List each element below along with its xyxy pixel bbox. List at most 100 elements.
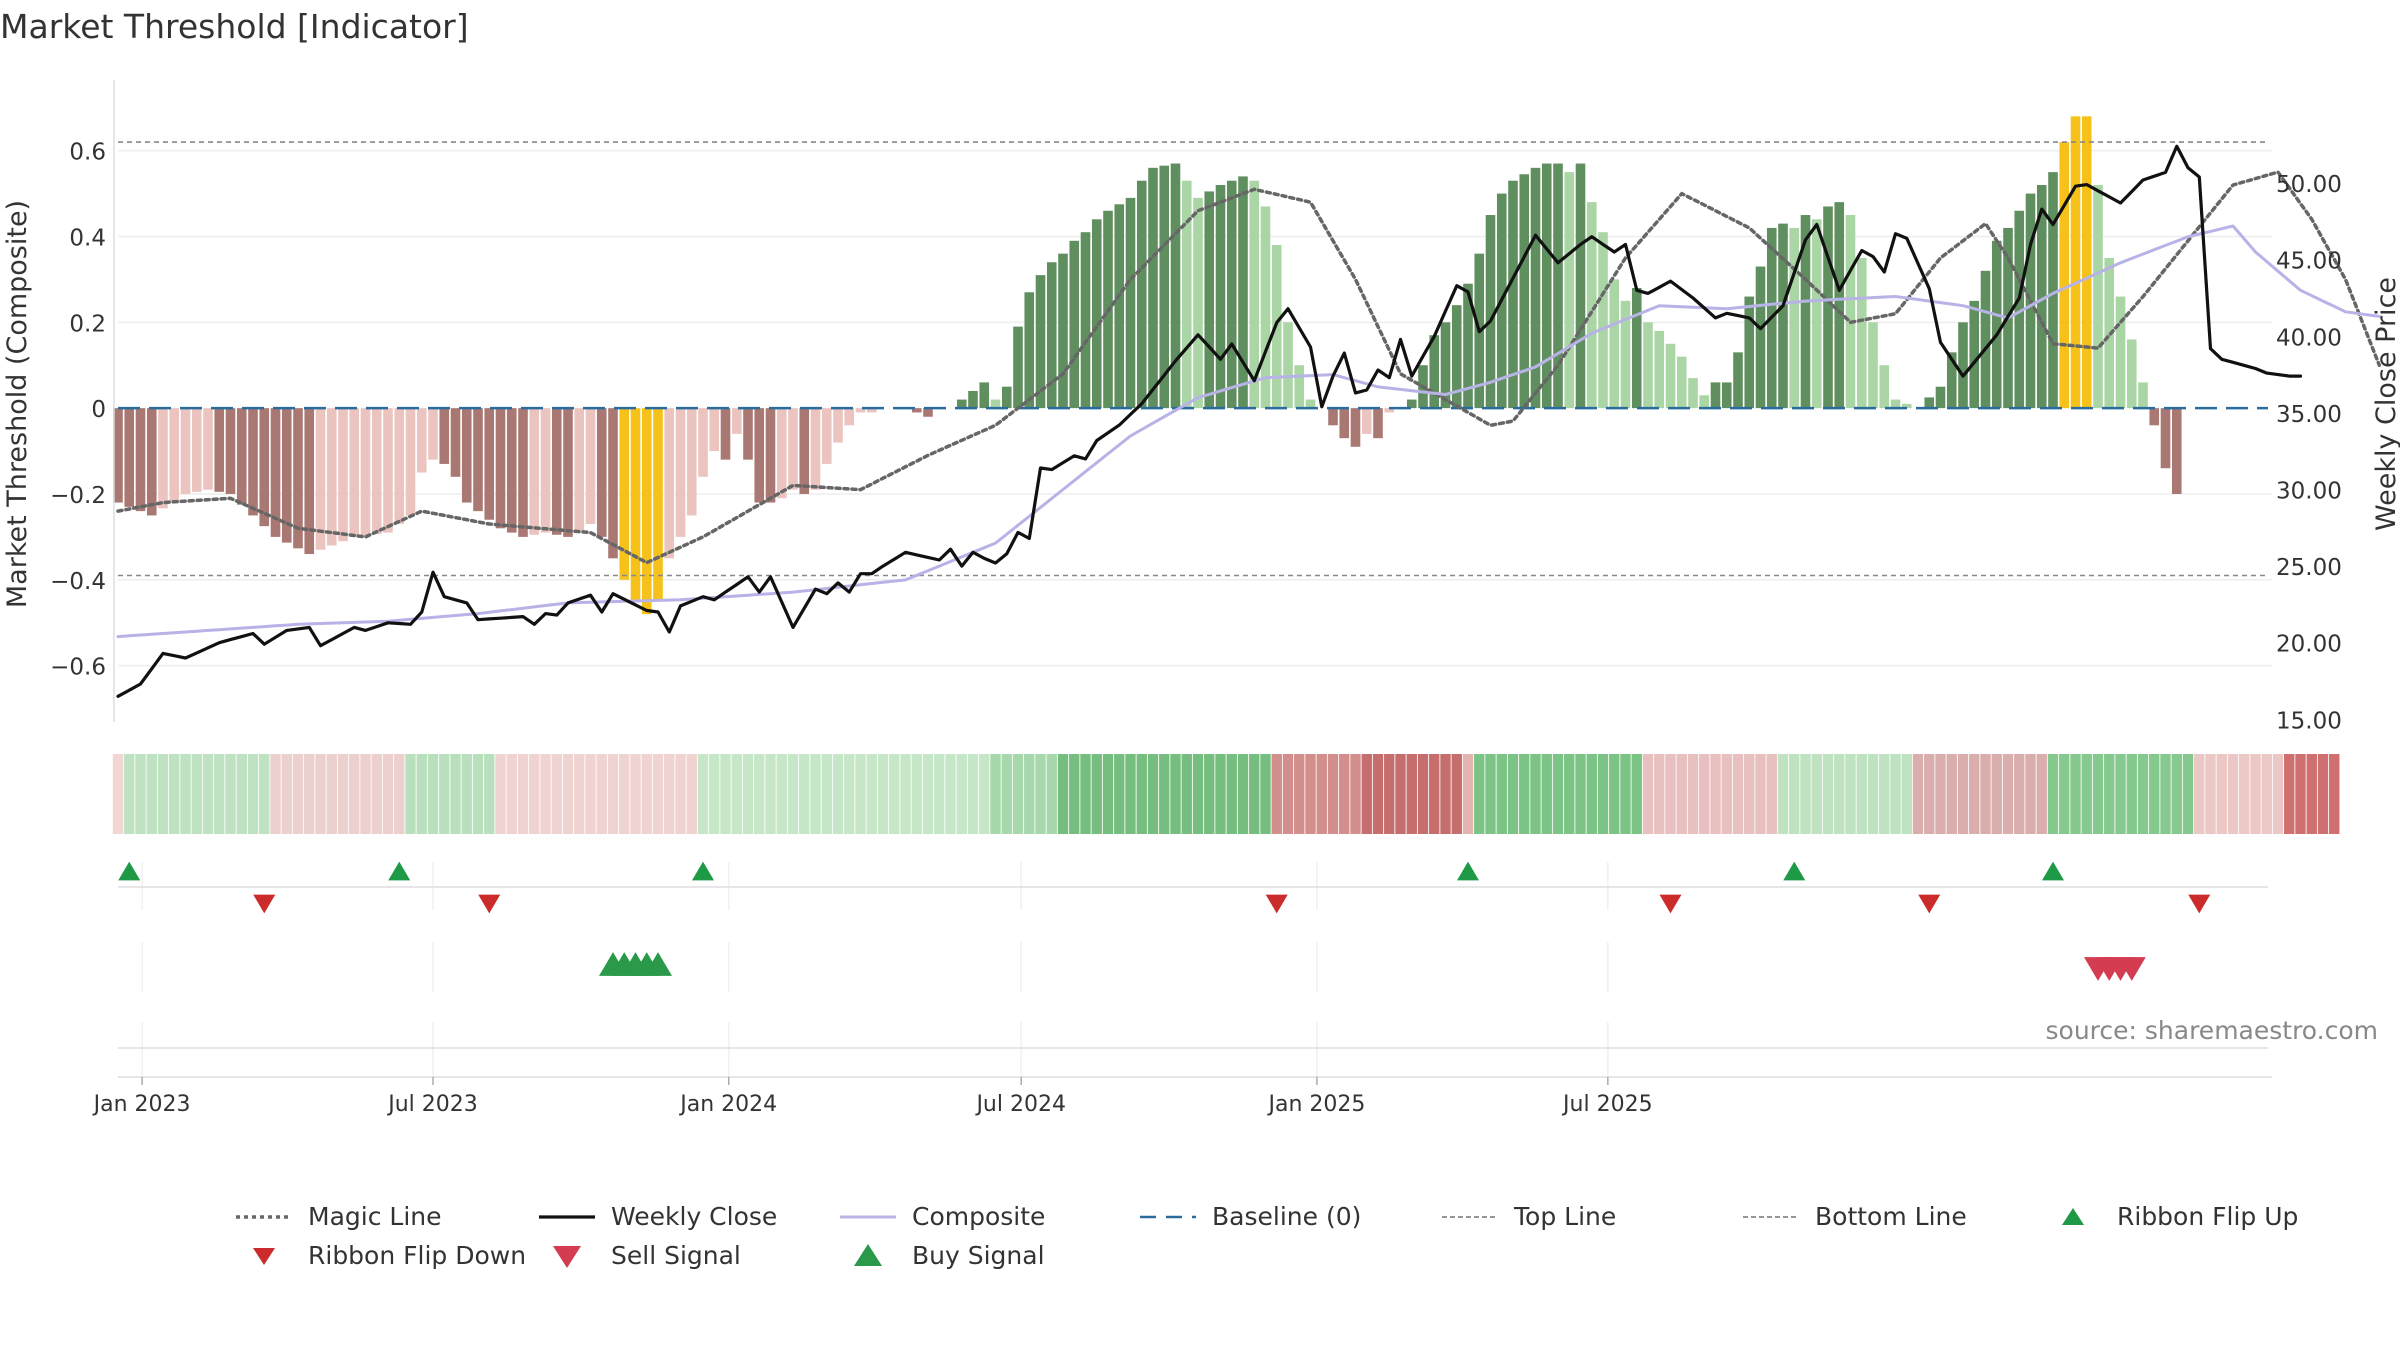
ribbon-flip-up-marker [692,861,714,881]
composite-bar [259,408,270,527]
composite-bar [1676,356,1687,409]
composite-bar [1249,180,1260,409]
ribbon-cell [281,754,292,834]
ribbon-cell [1564,754,1575,834]
right-tick-label: 15.00 [2276,708,2342,734]
ribbon-cell [1271,754,1282,834]
composite-bar [113,408,123,503]
ribbon-cell [574,754,585,834]
legend-item: Magic Line [236,1202,442,1231]
ribbon-cell [1811,754,1822,834]
composite-bar [563,408,573,537]
ribbon-cell [1192,754,1204,834]
composite-bar [2081,116,2092,409]
ribbon-cell [529,754,540,834]
ribbon-cell [1766,754,1777,834]
composite-bar [1148,167,1158,409]
legend-label: Magic Line [308,1202,442,1231]
ribbon-cell [2002,754,2014,834]
ribbon-cell [304,754,315,834]
composite-bar [1665,343,1676,409]
ribbon-cell [1451,754,1462,834]
composite-bar [2036,184,2047,409]
ribbon-cell [619,754,630,834]
composite-bar [473,408,483,512]
composite-bar [979,382,990,409]
composite-bar [923,408,933,417]
ribbon-flip-down-marker [253,894,276,914]
composite-bar [653,408,663,602]
composite-bar [360,408,371,536]
ribbon-cell [1181,754,1192,834]
right-tick-label: 30.00 [2276,478,2342,504]
ribbon-cell [1316,754,1327,834]
ribbon-cell [720,754,731,834]
ribbon-cell [326,754,337,834]
ribbon-cell [202,754,214,834]
composite-bar [371,408,382,535]
ribbon-cell [1429,754,1440,834]
ribbon-cell [2104,754,2115,834]
composite-bar [1575,163,1586,409]
ribbon-cell [1361,754,1372,834]
composite-bar [1845,215,1856,409]
composite-bar [1238,176,1248,409]
ribbon-flip-up-marker [1457,861,1479,881]
composite-bar [1946,352,1957,409]
composite-bar [1226,180,1237,409]
ribbon-cell [1125,754,1136,834]
legend-label: Composite [912,1202,1045,1231]
ribbon-cell [1395,754,1406,834]
composite-bar [799,408,810,494]
ribbon-cell [416,754,427,834]
chart-title: Market Threshold [Indicator] [0,7,469,46]
left-tick-label: 0.4 [69,225,106,251]
ribbon-cell [2194,754,2205,834]
composite-bar [506,408,517,533]
composite-bar [1643,322,1653,409]
legend-label: Sell Signal [611,1241,741,1270]
ribbon-cell [169,754,180,834]
composite-bar [765,408,776,503]
composite-bar [529,408,540,535]
ribbon-cell [540,754,551,834]
ribbon-flip-down-marker [1918,894,1941,914]
ribbon-cell [1372,754,1384,834]
ribbon-cell [1586,754,1597,834]
composite-bar [630,408,641,602]
ribbon-cell [821,754,832,834]
ribbon-cell [2317,754,2329,834]
composite-bar [1721,382,1732,409]
ribbon-cell [472,754,484,834]
composite-bar [844,408,855,426]
composite-bar [1553,163,1563,409]
ribbon-cell [1901,754,1912,834]
composite-bar [2126,339,2137,409]
composite-bar [1755,266,1766,409]
composite-bar [1609,279,1620,409]
composite-bar [608,408,618,559]
composite-bar [495,408,506,529]
ribbon-cell [1991,754,2002,834]
composite-bar [1688,378,1698,409]
ribbon-cell [844,754,855,834]
ribbon-cell [877,754,889,834]
ribbon-cell [1879,754,1890,834]
ribbon-cell [2205,754,2216,834]
composite-bar [1170,163,1181,409]
ribbon-cell [776,754,787,834]
ribbon-cell [1260,754,1271,834]
x-tick-label: Jan 2024 [678,1092,777,1117]
ribbon-cell [1406,754,1417,834]
ribbon-cell [2126,754,2137,834]
composite-bar [1710,382,1721,409]
ribbon-cell [675,754,686,834]
legend: Magic Line Weekly Close Composite Baseline … [236,1202,2298,1270]
ribbon-cell [1035,754,1046,834]
ribbon-cell [180,754,191,834]
ribbon-cell [855,754,866,834]
ribbon-cell [1046,754,1057,834]
ribbon-cell [2239,754,2250,834]
ribbon-cell [630,754,641,834]
composite-bar [191,408,202,492]
